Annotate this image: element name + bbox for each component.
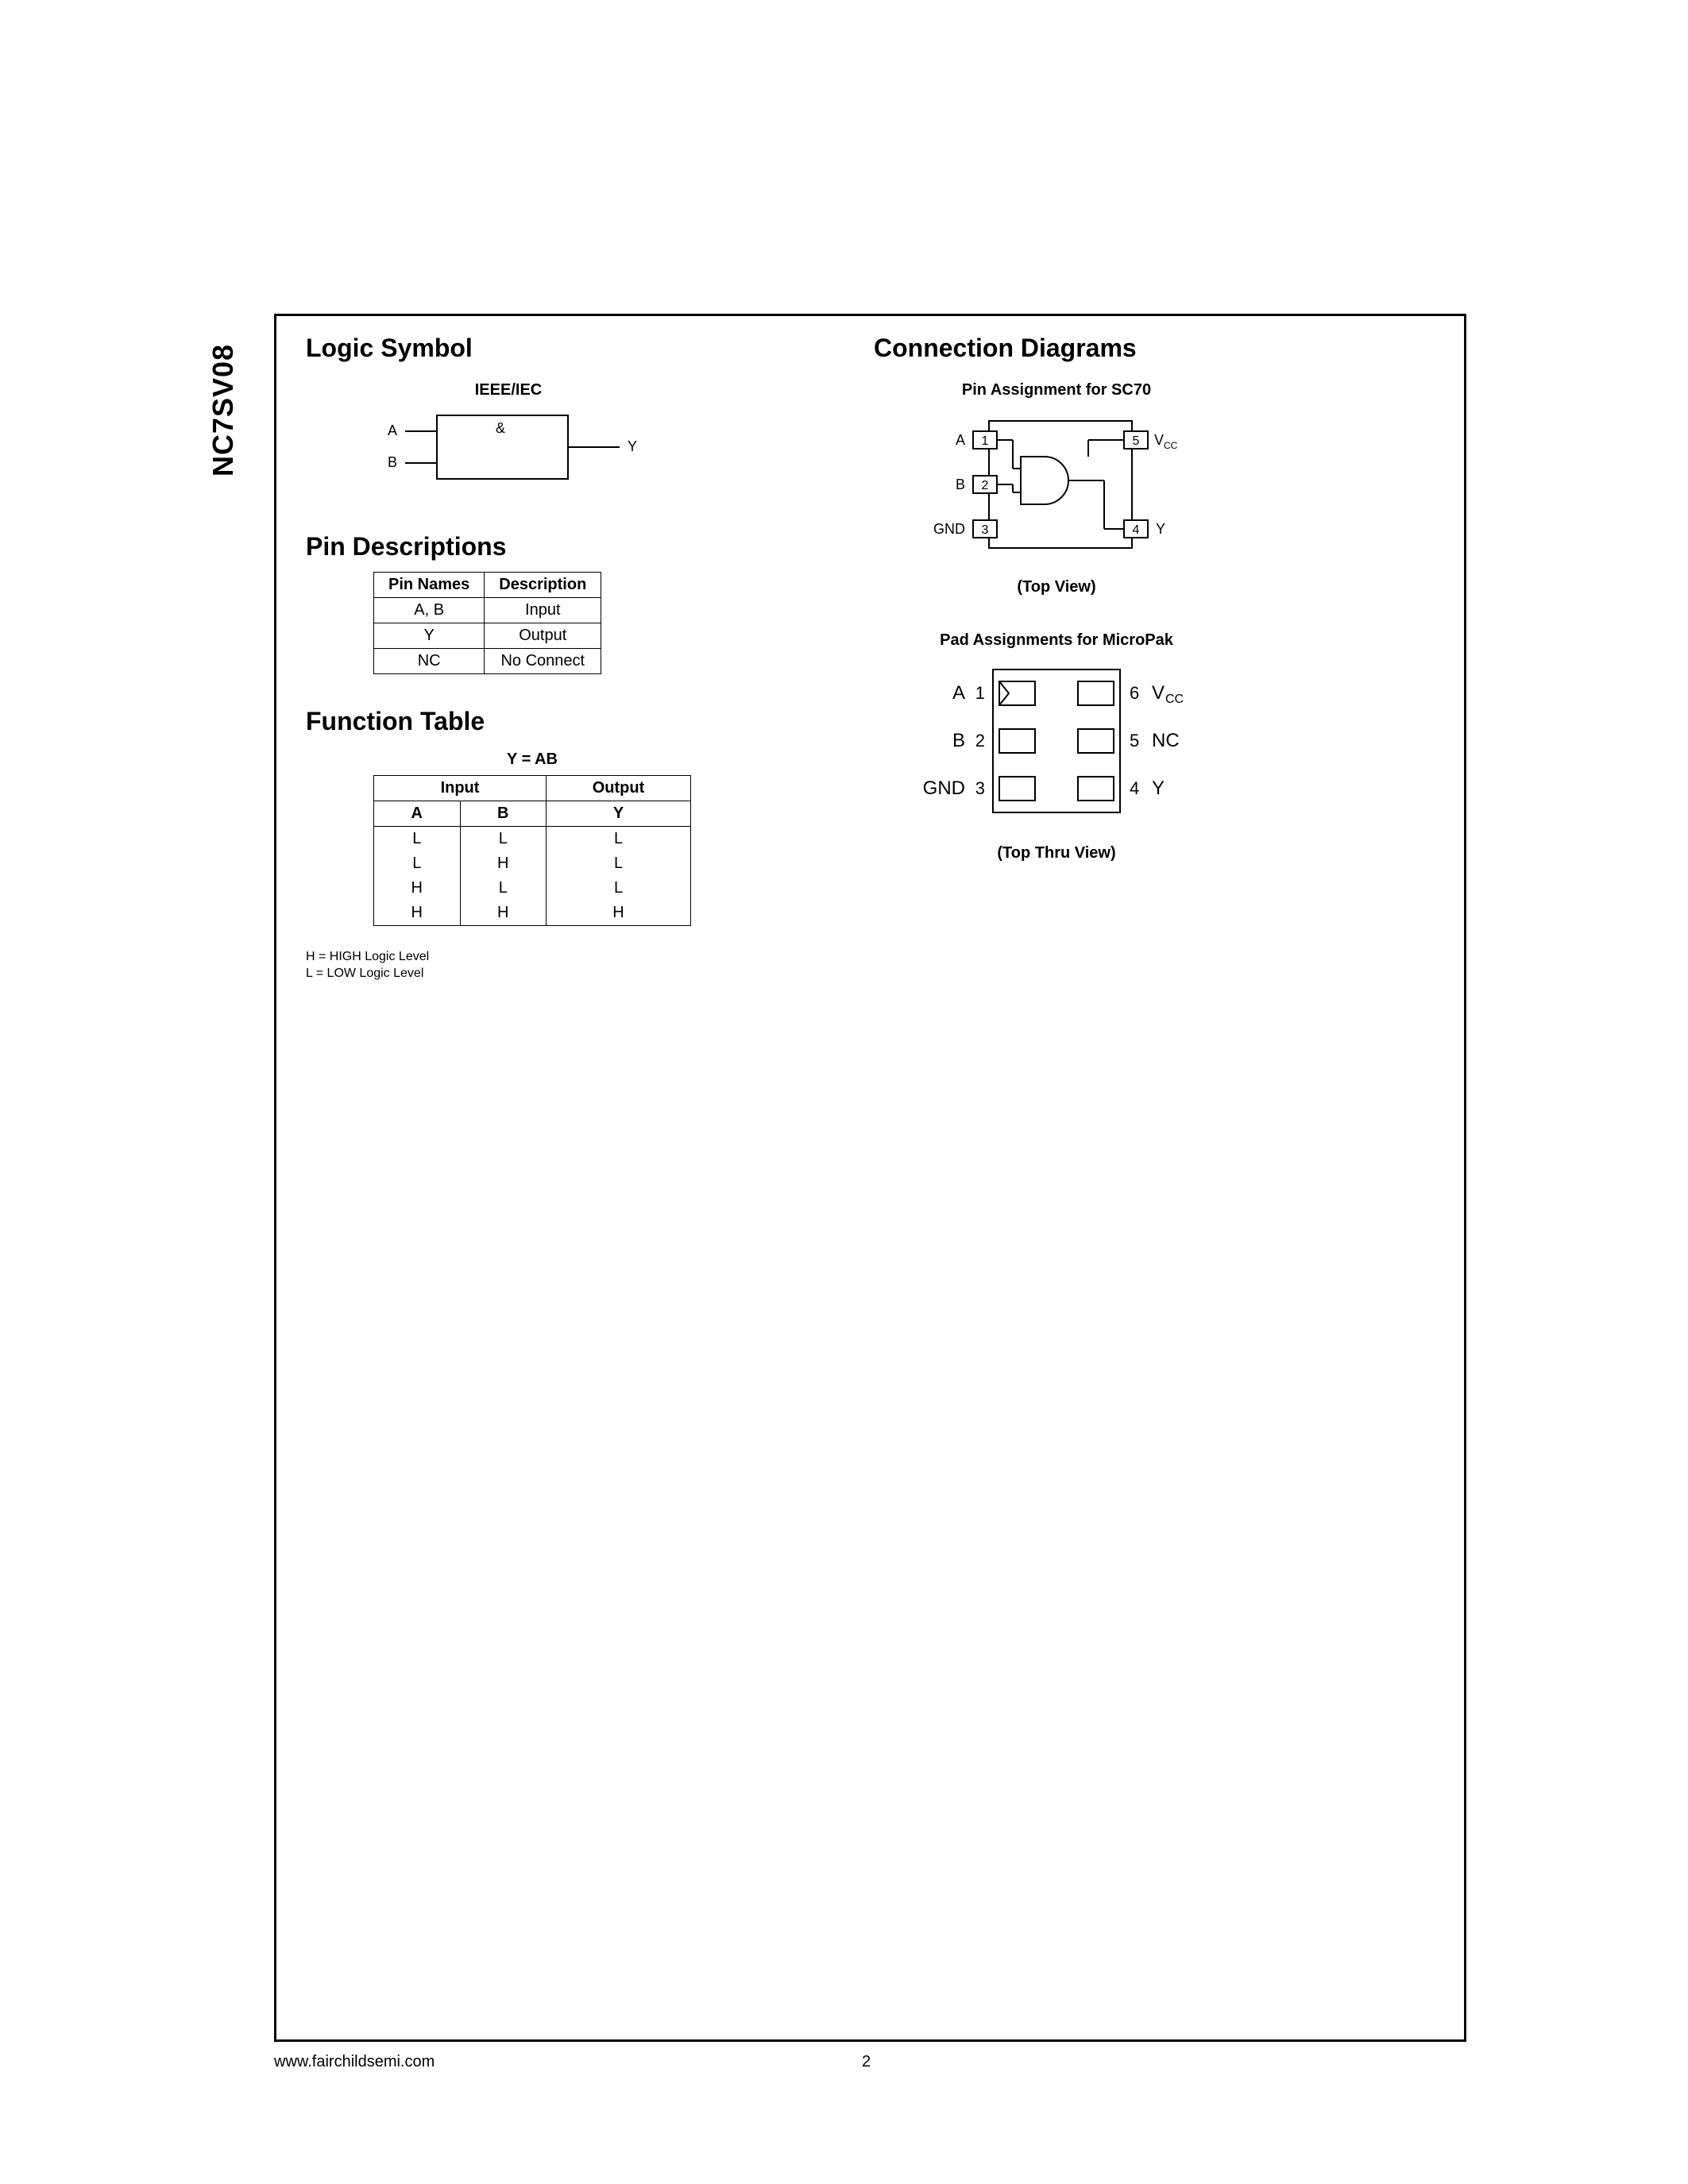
table-row: LLL bbox=[374, 827, 691, 852]
gate-operator: & bbox=[496, 420, 505, 436]
svg-text:A: A bbox=[952, 682, 965, 704]
svg-text:GND: GND bbox=[933, 521, 965, 537]
func-header-output: Output bbox=[547, 776, 691, 801]
output-y-label: Y bbox=[628, 438, 637, 454]
func-header-input: Input bbox=[374, 776, 547, 801]
micropak-diagram: 1 A 2 B 3 GND 6 VCC 5 NC 4 Y bbox=[882, 662, 1231, 820]
svg-text:V: V bbox=[1154, 432, 1164, 448]
svg-text:5: 5 bbox=[1130, 731, 1139, 751]
svg-text:NC: NC bbox=[1152, 730, 1180, 751]
pin-descriptions-table: Pin Names Description A, BInput YOutput … bbox=[373, 572, 601, 674]
svg-text:GND: GND bbox=[923, 778, 965, 799]
table-row: A, BInput bbox=[374, 598, 601, 623]
input-b-label: B bbox=[388, 454, 397, 470]
footer-page-number: 2 bbox=[862, 2053, 871, 2071]
svg-text:CC: CC bbox=[1165, 693, 1184, 706]
table-row: LHL bbox=[374, 851, 691, 876]
micropak-caption: (Top Thru View) bbox=[882, 844, 1231, 862]
svg-text:5: 5 bbox=[1133, 434, 1140, 448]
table-row: YOutput bbox=[374, 623, 601, 649]
micropak-title: Pad Assignments for MicroPak bbox=[882, 631, 1231, 650]
sc70-title: Pin Assignment for SC70 bbox=[898, 381, 1215, 399]
svg-text:4: 4 bbox=[1133, 523, 1140, 537]
svg-text:V: V bbox=[1152, 682, 1165, 704]
function-legend: H = HIGH Logic Level L = LOW Logic Level bbox=[306, 949, 429, 982]
svg-text:Y: Y bbox=[1152, 778, 1165, 799]
legend-high: H = HIGH Logic Level bbox=[306, 949, 429, 966]
svg-text:2: 2 bbox=[982, 479, 989, 492]
sc70-diagram: 1 A 2 B 3 GND 5 VCC 4 Y bbox=[898, 409, 1215, 568]
sc70-caption: (Top View) bbox=[898, 578, 1215, 596]
logic-symbol-diagram: IEEE/IEC A B & Y bbox=[365, 381, 651, 499]
heading-pin-descriptions: Pin Descriptions bbox=[306, 532, 507, 561]
svg-text:4: 4 bbox=[1130, 778, 1139, 798]
ieee-iec-label: IEEE/IEC bbox=[365, 381, 651, 399]
input-a-label: A bbox=[388, 423, 397, 438]
table-row: HLL bbox=[374, 876, 691, 901]
micropak-block: Pad Assignments for MicroPak 1 A 2 B 3 G… bbox=[882, 631, 1231, 862]
svg-text:Y: Y bbox=[1156, 521, 1165, 537]
heading-connection-diagrams: Connection Diagrams bbox=[874, 334, 1137, 363]
func-col-a: A bbox=[374, 801, 461, 827]
svg-text:2: 2 bbox=[975, 731, 985, 751]
legend-low: L = LOW Logic Level bbox=[306, 966, 429, 982]
svg-text:3: 3 bbox=[975, 778, 985, 798]
table-row: NCNo Connect bbox=[374, 649, 601, 674]
func-col-y: Y bbox=[547, 801, 691, 827]
svg-text:1: 1 bbox=[975, 683, 985, 703]
table-row: HHH bbox=[374, 901, 691, 926]
function-equation: Y = AB bbox=[373, 751, 691, 769]
func-col-b: B bbox=[460, 801, 547, 827]
svg-text:6: 6 bbox=[1130, 683, 1139, 703]
svg-text:1: 1 bbox=[982, 434, 989, 448]
svg-text:B: B bbox=[952, 730, 965, 751]
part-number: NC7SV08 bbox=[207, 344, 240, 477]
function-table-block: Y = AB Input Output A B Y LLL LHL HLL HH… bbox=[373, 751, 691, 926]
svg-text:A: A bbox=[956, 432, 965, 448]
svg-text:CC: CC bbox=[1164, 440, 1178, 451]
heading-logic-symbol: Logic Symbol bbox=[306, 334, 473, 363]
pin-table-header: Pin Names bbox=[374, 573, 485, 598]
footer-url: www.fairchildsemi.com bbox=[274, 2053, 435, 2071]
svg-text:3: 3 bbox=[982, 523, 989, 537]
pin-table-header: Description bbox=[485, 573, 601, 598]
and-gate-symbol: A B & Y bbox=[365, 407, 651, 495]
svg-text:B: B bbox=[956, 477, 965, 492]
sc70-block: Pin Assignment for SC70 1 A 2 B 3 GND 5 … bbox=[898, 381, 1215, 596]
heading-function-table: Function Table bbox=[306, 707, 485, 736]
